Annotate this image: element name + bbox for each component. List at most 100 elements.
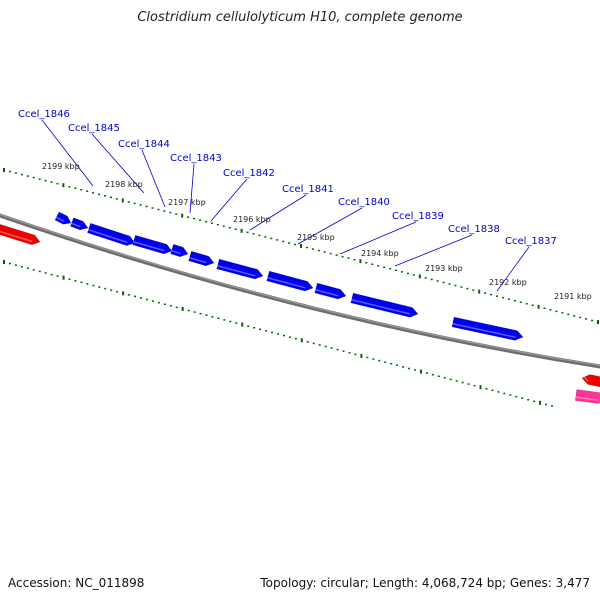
scale-tick-minor [74,187,77,189]
gene-label[interactable]: Ccel_1839 [392,211,444,222]
scale-tick-minor [56,182,59,185]
scale-tick-major [418,274,421,279]
scale-tick-major [121,198,124,203]
gene-ccel-1843[interactable] [132,234,173,255]
scale-tick-minor [110,289,113,291]
scale-tick-minor [187,309,190,312]
scale-tick-minor [222,225,225,227]
scale-tick-minor [442,281,445,284]
scale-tick-minor [342,350,345,352]
scale-tick-minor [460,286,463,288]
scale-tick-minor [531,304,534,307]
scale-tick-minor [485,388,488,390]
gene-label-leader [297,207,363,245]
scale-tick-minor [151,207,154,209]
scale-tick-major [479,385,482,390]
gene-label[interactable]: Ccel_1840 [338,197,390,208]
scale-tick-minor [92,284,95,287]
gene-label[interactable]: Ccel_1845 [68,123,120,134]
scale-tick-minor [169,211,172,214]
scale-tick-minor [579,316,582,319]
scale-tick-major [478,289,481,294]
scale-tick-minor [503,392,506,395]
gene-label[interactable]: Ccel_1842 [223,168,275,179]
scale-tick-minor [288,336,291,338]
scale-tick-minor [98,193,101,196]
scale-tick-minor [14,172,17,174]
scale-tick-minor [341,255,344,258]
scale-tick-major [122,291,125,296]
gene-ccel-1845[interactable] [70,217,89,231]
scale-tick-minor [335,254,338,256]
gene-ccel-1838[interactable] [314,282,347,300]
scale-tick-minor [175,213,178,215]
scale-tick-minor [32,176,35,179]
scale-tick-minor [395,269,398,272]
gene-ccel-1841[interactable] [188,250,215,267]
gene-label[interactable]: Ccel_1843 [170,153,222,164]
scale-tick-major [3,260,5,264]
scale-tick-minor [115,198,118,200]
scale-tick-minor [116,290,119,293]
scale-tick-minor [567,313,570,316]
gene-ccel-1844[interactable] [87,222,136,246]
scale-tick-minor [68,278,71,280]
gene-ccel-1846[interactable] [54,211,72,225]
scale-tick-minor [216,223,219,226]
gene-ccel-1842[interactable] [170,243,189,258]
scale-tick-minor [377,265,380,267]
scale-tick-major [300,338,303,343]
scale-tick-major [3,168,5,172]
scale-tick-minor [199,219,202,221]
scale-tick-minor [210,222,213,224]
scale-tick-minor [472,289,475,291]
gene-neighbor-left[interactable] [0,223,41,246]
scale-tick-minor [400,271,403,273]
gene-label[interactable]: Ccel_1841 [282,184,334,195]
gene-label[interactable]: Ccel_1844 [118,139,170,150]
scale-tick-minor [448,283,451,285]
gene-neighbor-rna[interactable] [574,389,600,404]
scale-tick-minor [205,314,208,316]
scale-tick-minor [455,380,458,382]
scale-tick-minor [509,394,512,396]
scale-tick-minor [246,231,249,234]
scale-label: 2195 kbp [297,233,335,242]
scale-tick-minor [306,341,309,343]
gene-label[interactable]: Ccel_1846 [18,109,70,120]
gene-label-leader [210,178,248,222]
scale-tick-minor [312,342,315,345]
scale-tick-major [537,304,540,309]
scale-tick-minor [92,192,95,194]
gene-ccel-1840[interactable] [216,258,264,280]
scale-tick-minor [467,383,470,385]
scale-tick-minor [235,322,238,324]
scale-label: 2198 kbp [105,180,143,189]
scale-tick-minor [163,303,166,306]
scale-tick-minor [521,397,524,399]
scale-tick-minor [396,364,399,367]
scale-tick-minor [50,273,53,276]
gene-ccel-1836[interactable] [451,316,524,341]
gene-label-leader [189,163,195,214]
scale-tick-major [62,183,65,188]
scale-tick-minor [151,300,154,302]
scale-tick-minor [204,220,207,223]
gene-neighbor-right[interactable] [581,374,600,388]
gene-ccel-1837[interactable] [350,292,419,318]
scale-tick-minor [252,233,255,235]
gene-ccel-1839[interactable] [266,270,314,292]
genome-summary-text: Topology: circular; Length: 4,068,724 bp… [260,576,590,590]
scale-tick-minor [383,266,386,269]
scale-tick-minor [247,325,250,327]
scale-tick-minor [408,367,411,370]
gene-label[interactable]: Ccel_1837 [505,236,557,247]
scale-tick-minor [86,283,89,285]
scale-tick-minor [26,175,29,177]
gene-label[interactable]: Ccel_1838 [448,224,500,235]
scale-tick-minor [253,326,256,329]
gene-track [0,211,600,404]
scale-tick-minor [496,295,499,297]
scale-tick-minor [527,398,530,401]
